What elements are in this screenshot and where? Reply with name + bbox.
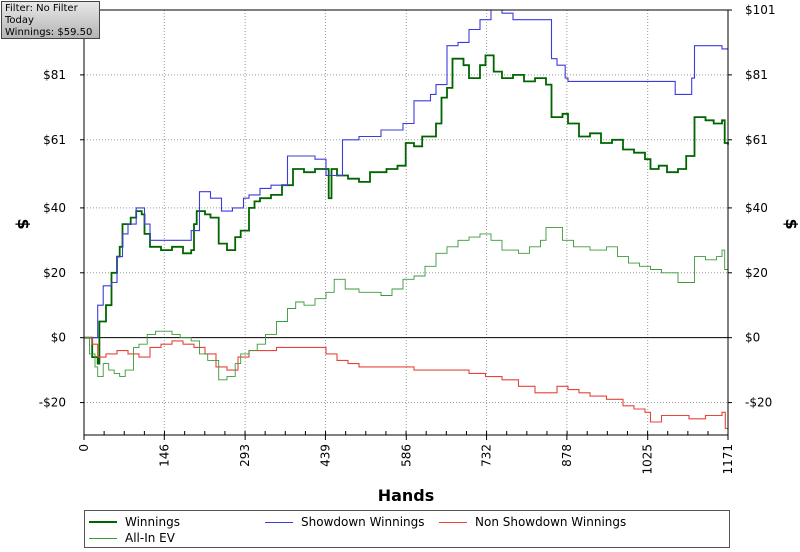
y-tick-label-left: $20	[43, 266, 66, 280]
legend-item-non-showdown-winnings: Non Showdown Winnings	[439, 514, 626, 530]
y-tick-label-left: $61	[43, 133, 66, 147]
filter-info-box: Filter: No Filter Today Winnings: $59.50	[1, 1, 100, 39]
x-tick-label: 878	[560, 444, 574, 467]
y-tick-label-right: -$20	[745, 396, 772, 410]
legend-label-all-in-ev: All-In EV	[125, 531, 175, 545]
y-axis-title-left: $	[14, 218, 33, 229]
legend-label-non-showdown-winnings: Non Showdown Winnings	[475, 515, 627, 529]
y-tick-label-right: $40	[745, 201, 768, 215]
y-tick-label-left: $81	[43, 68, 66, 82]
winnings-total-label: Winnings: $59.50	[5, 27, 93, 38]
x-tick-label: 0	[77, 444, 91, 452]
x-tick-label: 1171	[721, 444, 735, 475]
x-tick-label: 293	[238, 444, 252, 467]
x-tick-label: 586	[399, 444, 413, 467]
legend-item-showdown-winnings: Showdown Winnings	[265, 514, 425, 530]
y-tick-label-left: $0	[51, 331, 66, 345]
legend-label-winnings: Winnings	[125, 515, 180, 529]
y-tick-label-left: $40	[43, 201, 66, 215]
legend-swatch-showdown-winnings	[265, 521, 293, 523]
y-tick-label-right: $101	[745, 3, 776, 17]
y-tick-label-right: $20	[745, 266, 768, 280]
x-tick-label: 732	[480, 444, 494, 467]
x-tick-label: 146	[157, 444, 171, 467]
data-series	[84, 9, 729, 430]
x-axis-title: Hands	[378, 486, 435, 505]
legend-item-winnings: Winnings	[89, 514, 180, 530]
x-tick-label: 1025	[641, 444, 655, 475]
x-tick-label: 439	[318, 444, 332, 467]
legend-swatch-non-showdown-winnings	[439, 521, 467, 523]
legend-item-all-in-ev: All-In EV	[89, 530, 175, 546]
y-tick-label-right: $81	[745, 68, 768, 82]
period-label: Today	[5, 15, 34, 26]
series-line-all-in-ev	[84, 226, 729, 381]
series-line-winnings	[84, 54, 729, 365]
filter-label: Filter: No Filter	[5, 3, 78, 14]
legend-swatch-winnings	[89, 521, 117, 523]
legend-swatch-all-in-ev	[89, 537, 117, 539]
grid-lines	[84, 9, 728, 435]
y-axis-title-right: $	[782, 218, 800, 229]
chart-legend: Winnings Showdown Winnings Non Showdown …	[84, 510, 730, 548]
series-line-non-showdown-winnings	[84, 337, 728, 430]
y-tick-label-left: -$20	[39, 396, 66, 410]
series-line-showdown-winnings	[84, 9, 728, 339]
y-tick-label-right: $0	[745, 331, 760, 345]
legend-label-showdown-winnings: Showdown Winnings	[301, 515, 425, 529]
y-tick-label-right: $61	[745, 133, 768, 147]
